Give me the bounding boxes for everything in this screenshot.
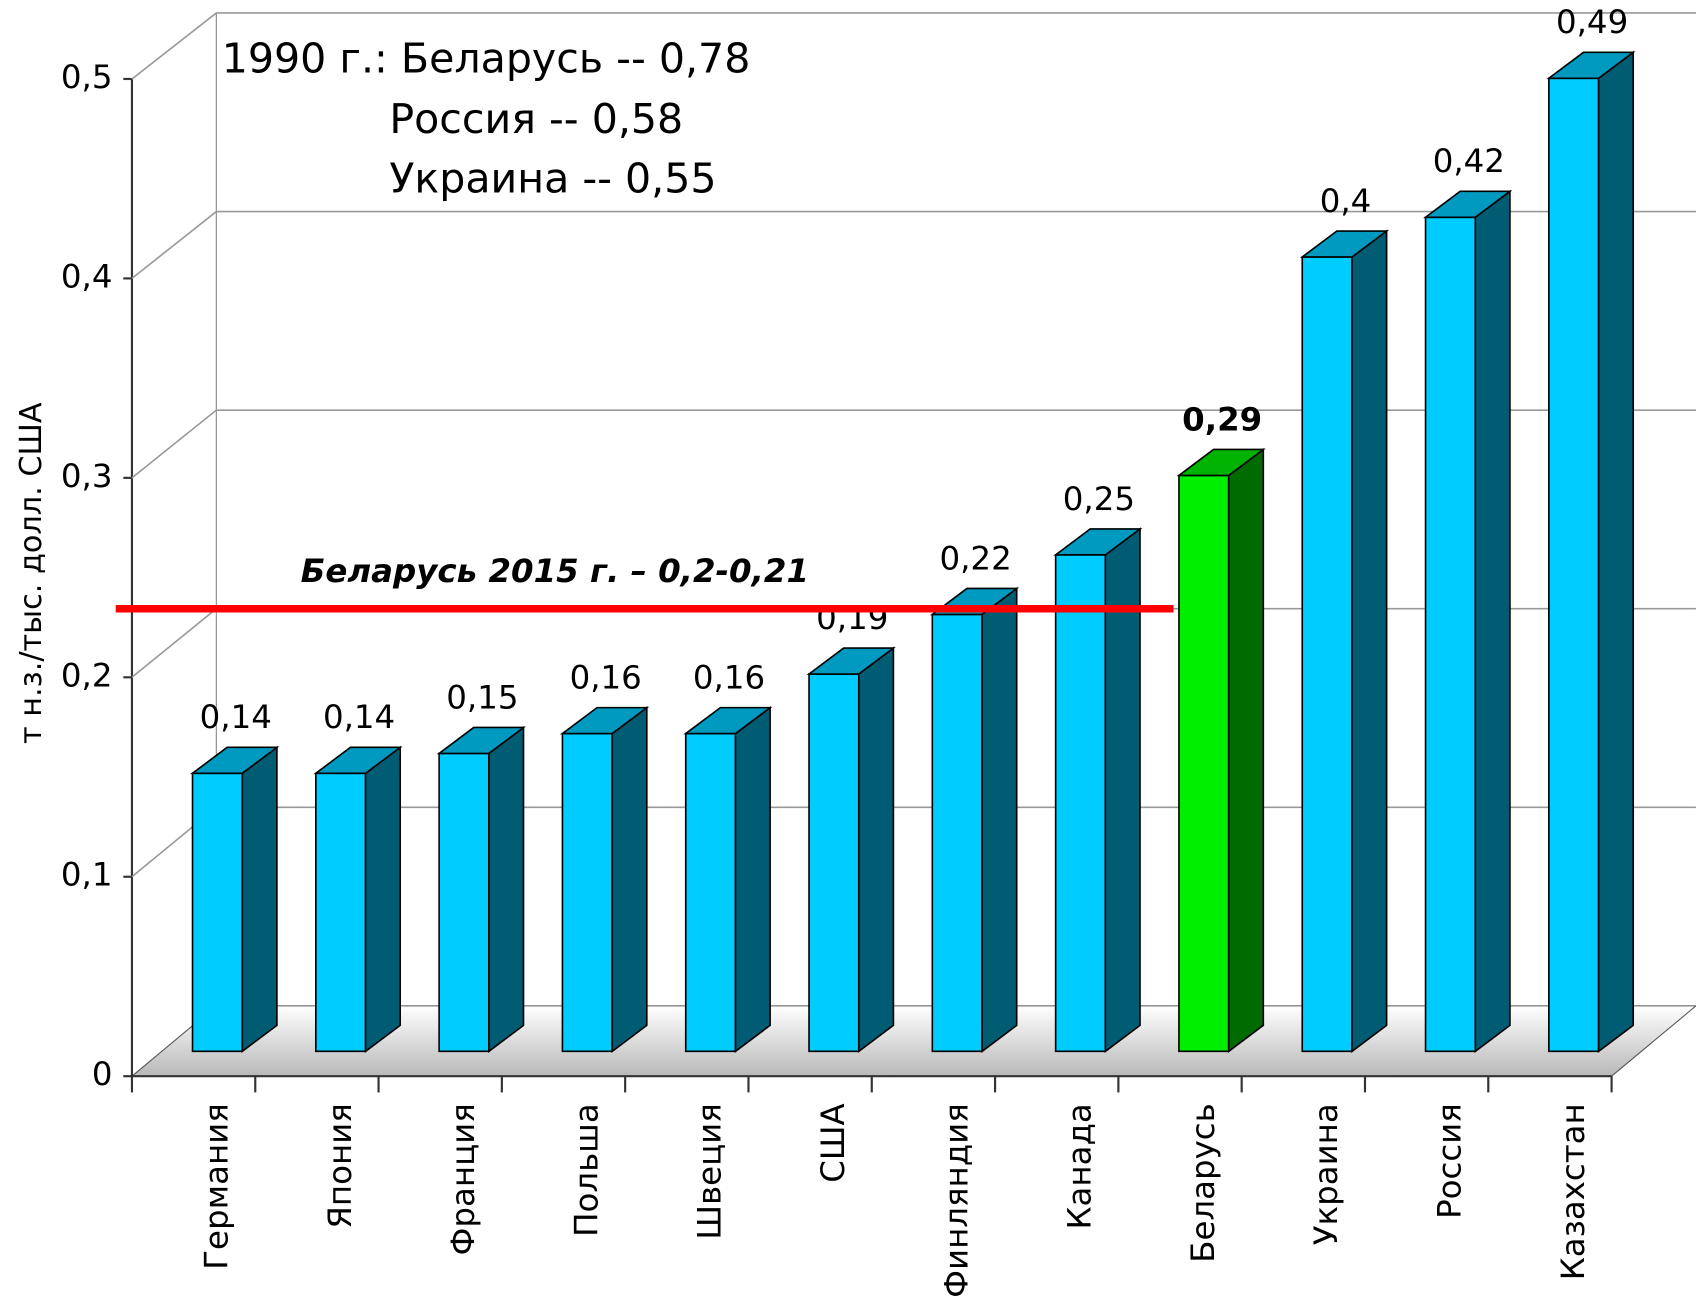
x-tick-label: Польша <box>567 1103 605 1237</box>
value-label: 0,22 <box>939 539 1011 577</box>
plot: т н.з./тыс. долл. США 1990 г.: Беларусь … <box>14 3 1696 1297</box>
bar-side <box>1474 189 1511 1053</box>
bar <box>931 613 983 1053</box>
value-label: 0,49 <box>1556 3 1628 41</box>
value-label: 0,14 <box>200 698 272 736</box>
bar-top <box>806 647 896 675</box>
bar-side <box>1227 447 1265 1053</box>
bar <box>191 772 244 1053</box>
bar-top <box>1176 448 1266 477</box>
x-tick-label: Франция <box>444 1103 482 1255</box>
x-tick-label: Финляндия <box>937 1103 975 1297</box>
bar-side <box>857 646 895 1053</box>
bar-top <box>1053 528 1143 556</box>
grid-line <box>131 210 1696 280</box>
value-label: 0,42 <box>1433 142 1505 180</box>
bar-side <box>1597 50 1635 1053</box>
y-tick-label: 0 <box>92 1055 113 1093</box>
bar <box>1548 77 1600 1053</box>
bar <box>808 673 860 1053</box>
x-tick-label: Беларусь <box>1184 1103 1222 1263</box>
bar <box>684 732 737 1053</box>
value-label: 0,15 <box>446 678 518 716</box>
y-tick-label: 0,5 <box>61 58 113 96</box>
y-tick-label: 0,1 <box>61 856 113 894</box>
x-tick-label: Канада <box>1061 1103 1099 1229</box>
reference-label: Беларусь 2015 г. – 0,2-0,21 <box>301 552 809 590</box>
x-tick-label: Япония <box>321 1103 359 1228</box>
bar-side <box>488 725 525 1053</box>
bar <box>438 752 490 1053</box>
x-tick-label: США <box>814 1103 852 1183</box>
value-label: 0,16 <box>693 659 765 697</box>
bar <box>1178 474 1230 1053</box>
value-label: 0,14 <box>323 698 395 736</box>
value-label: 0,25 <box>1063 480 1135 518</box>
bar-top <box>559 706 650 735</box>
x-tick-label: Россия <box>1431 1103 1469 1219</box>
bar <box>1424 216 1477 1053</box>
bar-side <box>981 586 1018 1053</box>
grid-line <box>131 12 1696 80</box>
bar-side <box>1351 229 1388 1053</box>
grid-line <box>131 409 1696 479</box>
value-label: 0,4 <box>1320 182 1372 220</box>
bar <box>315 772 367 1053</box>
bar <box>1054 554 1107 1053</box>
bar <box>1301 256 1353 1053</box>
value-label: 0,29 <box>1182 400 1262 438</box>
x-tick-label: Казахстан <box>1554 1103 1592 1280</box>
bar-side <box>364 745 402 1053</box>
bar-side <box>734 706 771 1053</box>
bar-top <box>1299 230 1390 258</box>
bar-side <box>611 706 648 1053</box>
bar-top <box>190 746 280 775</box>
bar <box>561 732 613 1053</box>
annotation: Россия -- 0,58 <box>389 95 683 143</box>
bar-top <box>436 726 526 755</box>
x-tick-label: Германия <box>197 1103 235 1269</box>
y-tick-label: 0,3 <box>61 457 113 495</box>
x-tick-label: Украина <box>1307 1103 1345 1245</box>
x-tick-label: Швеция <box>691 1103 729 1239</box>
bar-top <box>683 706 773 735</box>
value-label: 0,16 <box>570 659 642 697</box>
y-tick-label: 0,4 <box>61 257 113 295</box>
annotation: Украина -- 0,55 <box>389 155 716 203</box>
bar-top <box>1546 51 1636 80</box>
annotation: 1990 г.: Беларусь -- 0,78 <box>222 35 751 83</box>
y-axis-label: т н.з./тыс. долл. США <box>14 402 49 744</box>
bar-top <box>313 746 403 775</box>
bar-side <box>241 745 278 1053</box>
bar-top <box>1423 190 1513 219</box>
value-label: 0,19 <box>816 599 888 637</box>
y-tick-label: 0,2 <box>61 656 113 694</box>
